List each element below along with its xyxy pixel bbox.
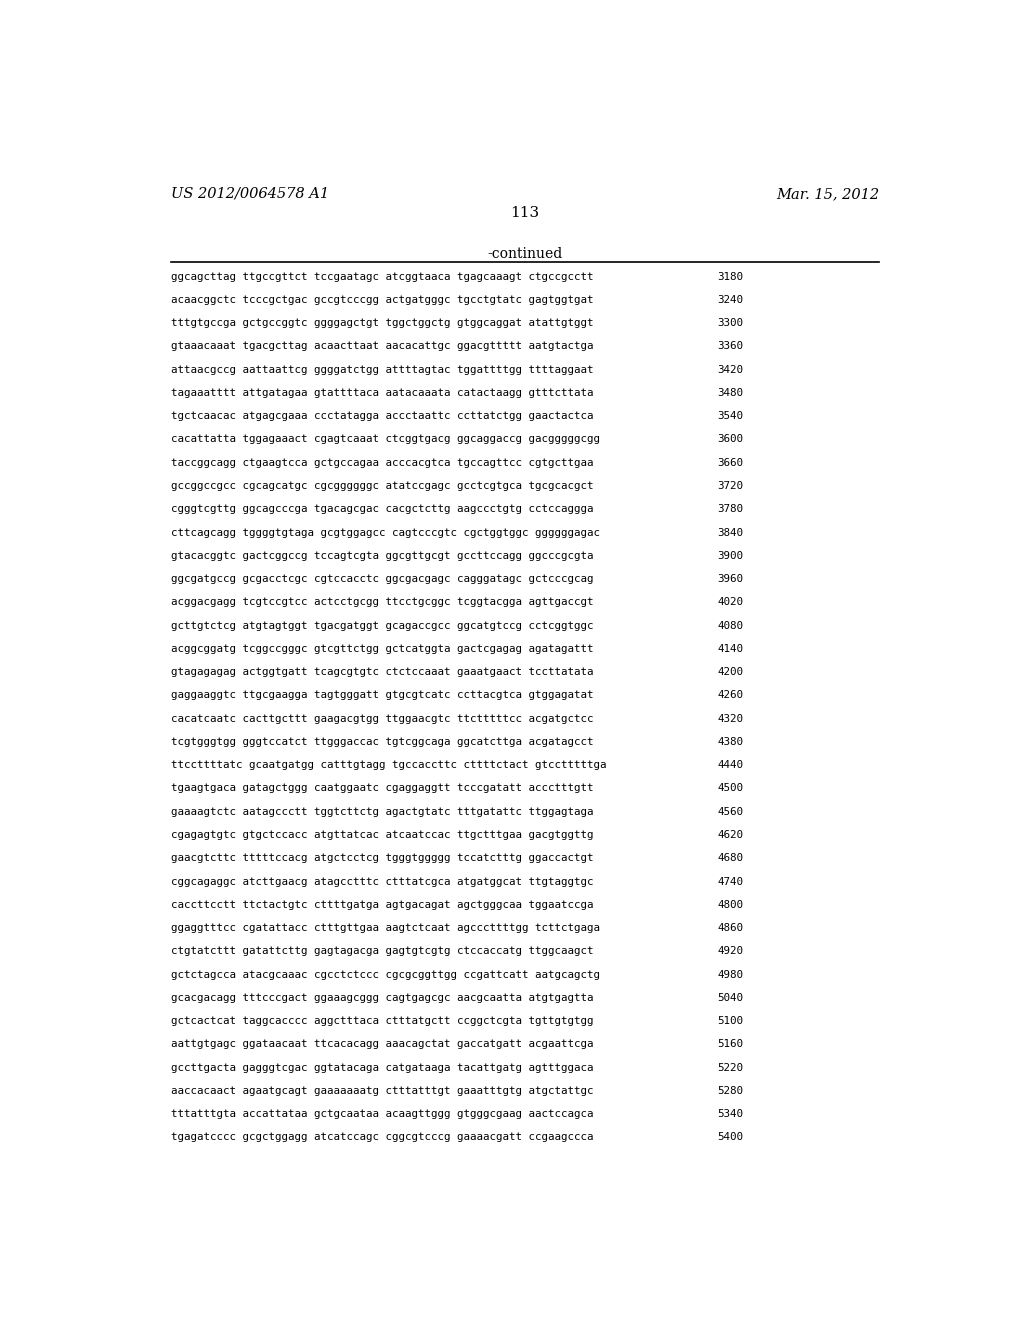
Text: 5100: 5100 (717, 1016, 743, 1026)
Text: cttcagcagg tggggtgtaga gcgtggagcc cagtcccgtc cgctggtggc ggggggagac: cttcagcagg tggggtgtaga gcgtggagcc cagtcc… (171, 528, 600, 537)
Text: gcttgtctcg atgtagtggt tgacgatggt gcagaccgcc ggcatgtccg cctcggtggc: gcttgtctcg atgtagtggt tgacgatggt gcagacc… (171, 620, 593, 631)
Text: 3900: 3900 (717, 550, 743, 561)
Text: 5400: 5400 (717, 1133, 743, 1142)
Text: 4860: 4860 (717, 923, 743, 933)
Text: gctctagcca atacgcaaac cgcctctccc cgcgcggttgg ccgattcatt aatgcagctg: gctctagcca atacgcaaac cgcctctccc cgcgcgg… (171, 970, 600, 979)
Text: 4500: 4500 (717, 784, 743, 793)
Text: gtacacggtc gactcggccg tccagtcgta ggcgttgcgt gccttccagg ggcccgcgta: gtacacggtc gactcggccg tccagtcgta ggcgttg… (171, 550, 593, 561)
Text: 4080: 4080 (717, 620, 743, 631)
Text: tcgtgggtgg gggtccatct ttgggaccac tgtcggcaga ggcatcttga acgatagcct: tcgtgggtgg gggtccatct ttgggaccac tgtcggc… (171, 737, 593, 747)
Text: 3360: 3360 (717, 342, 743, 351)
Text: tgaagtgaca gatagctggg caatggaatc cgaggaggtt tcccgatatt accctttgtt: tgaagtgaca gatagctggg caatggaatc cgaggag… (171, 784, 593, 793)
Text: -continued: -continued (487, 247, 562, 261)
Text: tgagatcccc gcgctggagg atcatccagc cggcgtcccg gaaaacgatt ccgaagccca: tgagatcccc gcgctggagg atcatccagc cggcgtc… (171, 1133, 593, 1142)
Text: 5220: 5220 (717, 1063, 743, 1073)
Text: tagaaatttt attgatagaa gtattttaca aatacaaata catactaagg gtttcttata: tagaaatttt attgatagaa gtattttaca aatacaa… (171, 388, 593, 397)
Text: gcacgacagg tttcccgact ggaaagcggg cagtgagcgc aacgcaatta atgtgagtta: gcacgacagg tttcccgact ggaaagcggg cagtgag… (171, 993, 593, 1003)
Text: Mar. 15, 2012: Mar. 15, 2012 (776, 187, 879, 201)
Text: acggacgagg tcgtccgtcc actcctgcgg ttcctgcggc tcggtacgga agttgaccgt: acggacgagg tcgtccgtcc actcctgcgg ttcctgc… (171, 598, 593, 607)
Text: 4980: 4980 (717, 970, 743, 979)
Text: 4680: 4680 (717, 853, 743, 863)
Text: ggcagcttag ttgccgttct tccgaatagc atcggtaaca tgagcaaagt ctgccgcctt: ggcagcttag ttgccgttct tccgaatagc atcggta… (171, 272, 593, 281)
Text: 4260: 4260 (717, 690, 743, 701)
Text: 4560: 4560 (717, 807, 743, 817)
Text: cacattatta tggagaaact cgagtcaaat ctcggtgacg ggcaggaccg gacgggggcgg: cacattatta tggagaaact cgagtcaaat ctcggtg… (171, 434, 600, 445)
Text: aaccacaact agaatgcagt gaaaaaaatg ctttatttgt gaaatttgtg atgctattgc: aaccacaact agaatgcagt gaaaaaaatg ctttatt… (171, 1086, 593, 1096)
Text: gaggaaggtc ttgcgaagga tagtgggatt gtgcgtcatc ccttacgtca gtggagatat: gaggaaggtc ttgcgaagga tagtgggatt gtgcgtc… (171, 690, 593, 701)
Text: 3240: 3240 (717, 294, 743, 305)
Text: ggaggtttcc cgatattacc ctttgttgaa aagtctcaat agcccttttgg tcttctgaga: ggaggtttcc cgatattacc ctttgttgaa aagtctc… (171, 923, 600, 933)
Text: gaaaagtctc aatagccctt tggtcttctg agactgtatc tttgatattc ttggagtaga: gaaaagtctc aatagccctt tggtcttctg agactgt… (171, 807, 593, 817)
Text: 3600: 3600 (717, 434, 743, 445)
Text: tgctcaacac atgagcgaaa ccctatagga accctaattc ccttatctgg gaactactca: tgctcaacac atgagcgaaa ccctatagga accctaa… (171, 412, 593, 421)
Text: ctgtatcttt gatattcttg gagtagacga gagtgtcgtg ctccaccatg ttggcaagct: ctgtatcttt gatattcttg gagtagacga gagtgtc… (171, 946, 593, 956)
Text: ttccttttatc gcaatgatgg catttgtagg tgccaccttc cttttctact gtcctttttga: ttccttttatc gcaatgatgg catttgtagg tgccac… (171, 760, 606, 770)
Text: 113: 113 (510, 206, 540, 220)
Text: tttatttgta accattataa gctgcaataa acaagttggg gtgggcgaag aactccagca: tttatttgta accattataa gctgcaataa acaagtt… (171, 1109, 593, 1119)
Text: 3840: 3840 (717, 528, 743, 537)
Text: 5040: 5040 (717, 993, 743, 1003)
Text: 3720: 3720 (717, 480, 743, 491)
Text: 5280: 5280 (717, 1086, 743, 1096)
Text: 4800: 4800 (717, 900, 743, 909)
Text: 4620: 4620 (717, 830, 743, 840)
Text: 3300: 3300 (717, 318, 743, 329)
Text: 4380: 4380 (717, 737, 743, 747)
Text: taccggcagg ctgaagtcca gctgccagaa acccacgtca tgccagttcc cgtgcttgaa: taccggcagg ctgaagtcca gctgccagaa acccacg… (171, 458, 593, 467)
Text: acggcggatg tcggccgggc gtcgttctgg gctcatggta gactcgagag agatagattt: acggcggatg tcggccgggc gtcgttctgg gctcatg… (171, 644, 593, 653)
Text: cgggtcgttg ggcagcccga tgacagcgac cacgctcttg aagccctgtg cctccaggga: cgggtcgttg ggcagcccga tgacagcgac cacgctc… (171, 504, 593, 515)
Text: tttgtgccga gctgccggtc ggggagctgt tggctggctg gtggcaggat atattgtggt: tttgtgccga gctgccggtc ggggagctgt tggctgg… (171, 318, 593, 329)
Text: US 2012/0064578 A1: US 2012/0064578 A1 (171, 187, 329, 201)
Text: cggcagaggc atcttgaacg atagcctttc ctttatcgca atgatggcat ttgtaggtgc: cggcagaggc atcttgaacg atagcctttc ctttatc… (171, 876, 593, 887)
Text: attaacgccg aattaattcg ggggatctgg attttagtac tggattttgg ttttaggaat: attaacgccg aattaattcg ggggatctgg attttag… (171, 364, 593, 375)
Text: 3480: 3480 (717, 388, 743, 397)
Text: gaacgtcttc tttttccacg atgctcctcg tgggtggggg tccatctttg ggaccactgt: gaacgtcttc tttttccacg atgctcctcg tgggtgg… (171, 853, 593, 863)
Text: 5340: 5340 (717, 1109, 743, 1119)
Text: 3780: 3780 (717, 504, 743, 515)
Text: gtaaacaaat tgacgcttag acaacttaat aacacattgc ggacgttttt aatgtactga: gtaaacaaat tgacgcttag acaacttaat aacacat… (171, 342, 593, 351)
Text: 3180: 3180 (717, 272, 743, 281)
Text: 4140: 4140 (717, 644, 743, 653)
Text: gtagagagag actggtgatt tcagcgtgtc ctctccaaat gaaatgaact tccttatata: gtagagagag actggtgatt tcagcgtgtc ctctcca… (171, 667, 593, 677)
Text: cacatcaatc cacttgcttt gaagacgtgg ttggaacgtc ttctttttcc acgatgctcc: cacatcaatc cacttgcttt gaagacgtgg ttggaac… (171, 714, 593, 723)
Text: 4320: 4320 (717, 714, 743, 723)
Text: aattgtgagc ggataacaat ttcacacagg aaacagctat gaccatgatt acgaattcga: aattgtgagc ggataacaat ttcacacagg aaacagc… (171, 1039, 593, 1049)
Text: gctcactcat taggcacccc aggctttaca ctttatgctt ccggctcgta tgttgtgtgg: gctcactcat taggcacccc aggctttaca ctttatg… (171, 1016, 593, 1026)
Text: 4020: 4020 (717, 598, 743, 607)
Text: 4740: 4740 (717, 876, 743, 887)
Text: 3960: 3960 (717, 574, 743, 583)
Text: caccttcctt ttctactgtc cttttgatga agtgacagat agctgggcaa tggaatccga: caccttcctt ttctactgtc cttttgatga agtgaca… (171, 900, 593, 909)
Text: 4200: 4200 (717, 667, 743, 677)
Text: 3420: 3420 (717, 364, 743, 375)
Text: ggcgatgccg gcgacctcgc cgtccacctc ggcgacgagc cagggatagc gctcccgcag: ggcgatgccg gcgacctcgc cgtccacctc ggcgacg… (171, 574, 593, 583)
Text: acaacggctc tcccgctgac gccgtcccgg actgatgggc tgcctgtatc gagtggtgat: acaacggctc tcccgctgac gccgtcccgg actgatg… (171, 294, 593, 305)
Text: 3660: 3660 (717, 458, 743, 467)
Text: gccggccgcc cgcagcatgc cgcggggggc atatccgagc gcctcgtgca tgcgcacgct: gccggccgcc cgcagcatgc cgcggggggc atatccg… (171, 480, 593, 491)
Text: 5160: 5160 (717, 1039, 743, 1049)
Text: 4440: 4440 (717, 760, 743, 770)
Text: 4920: 4920 (717, 946, 743, 956)
Text: gccttgacta gagggtcgac ggtatacaga catgataaga tacattgatg agtttggaca: gccttgacta gagggtcgac ggtatacaga catgata… (171, 1063, 593, 1073)
Text: cgagagtgtc gtgctccacc atgttatcac atcaatccac ttgctttgaa gacgtggttg: cgagagtgtc gtgctccacc atgttatcac atcaatc… (171, 830, 593, 840)
Text: 3540: 3540 (717, 412, 743, 421)
